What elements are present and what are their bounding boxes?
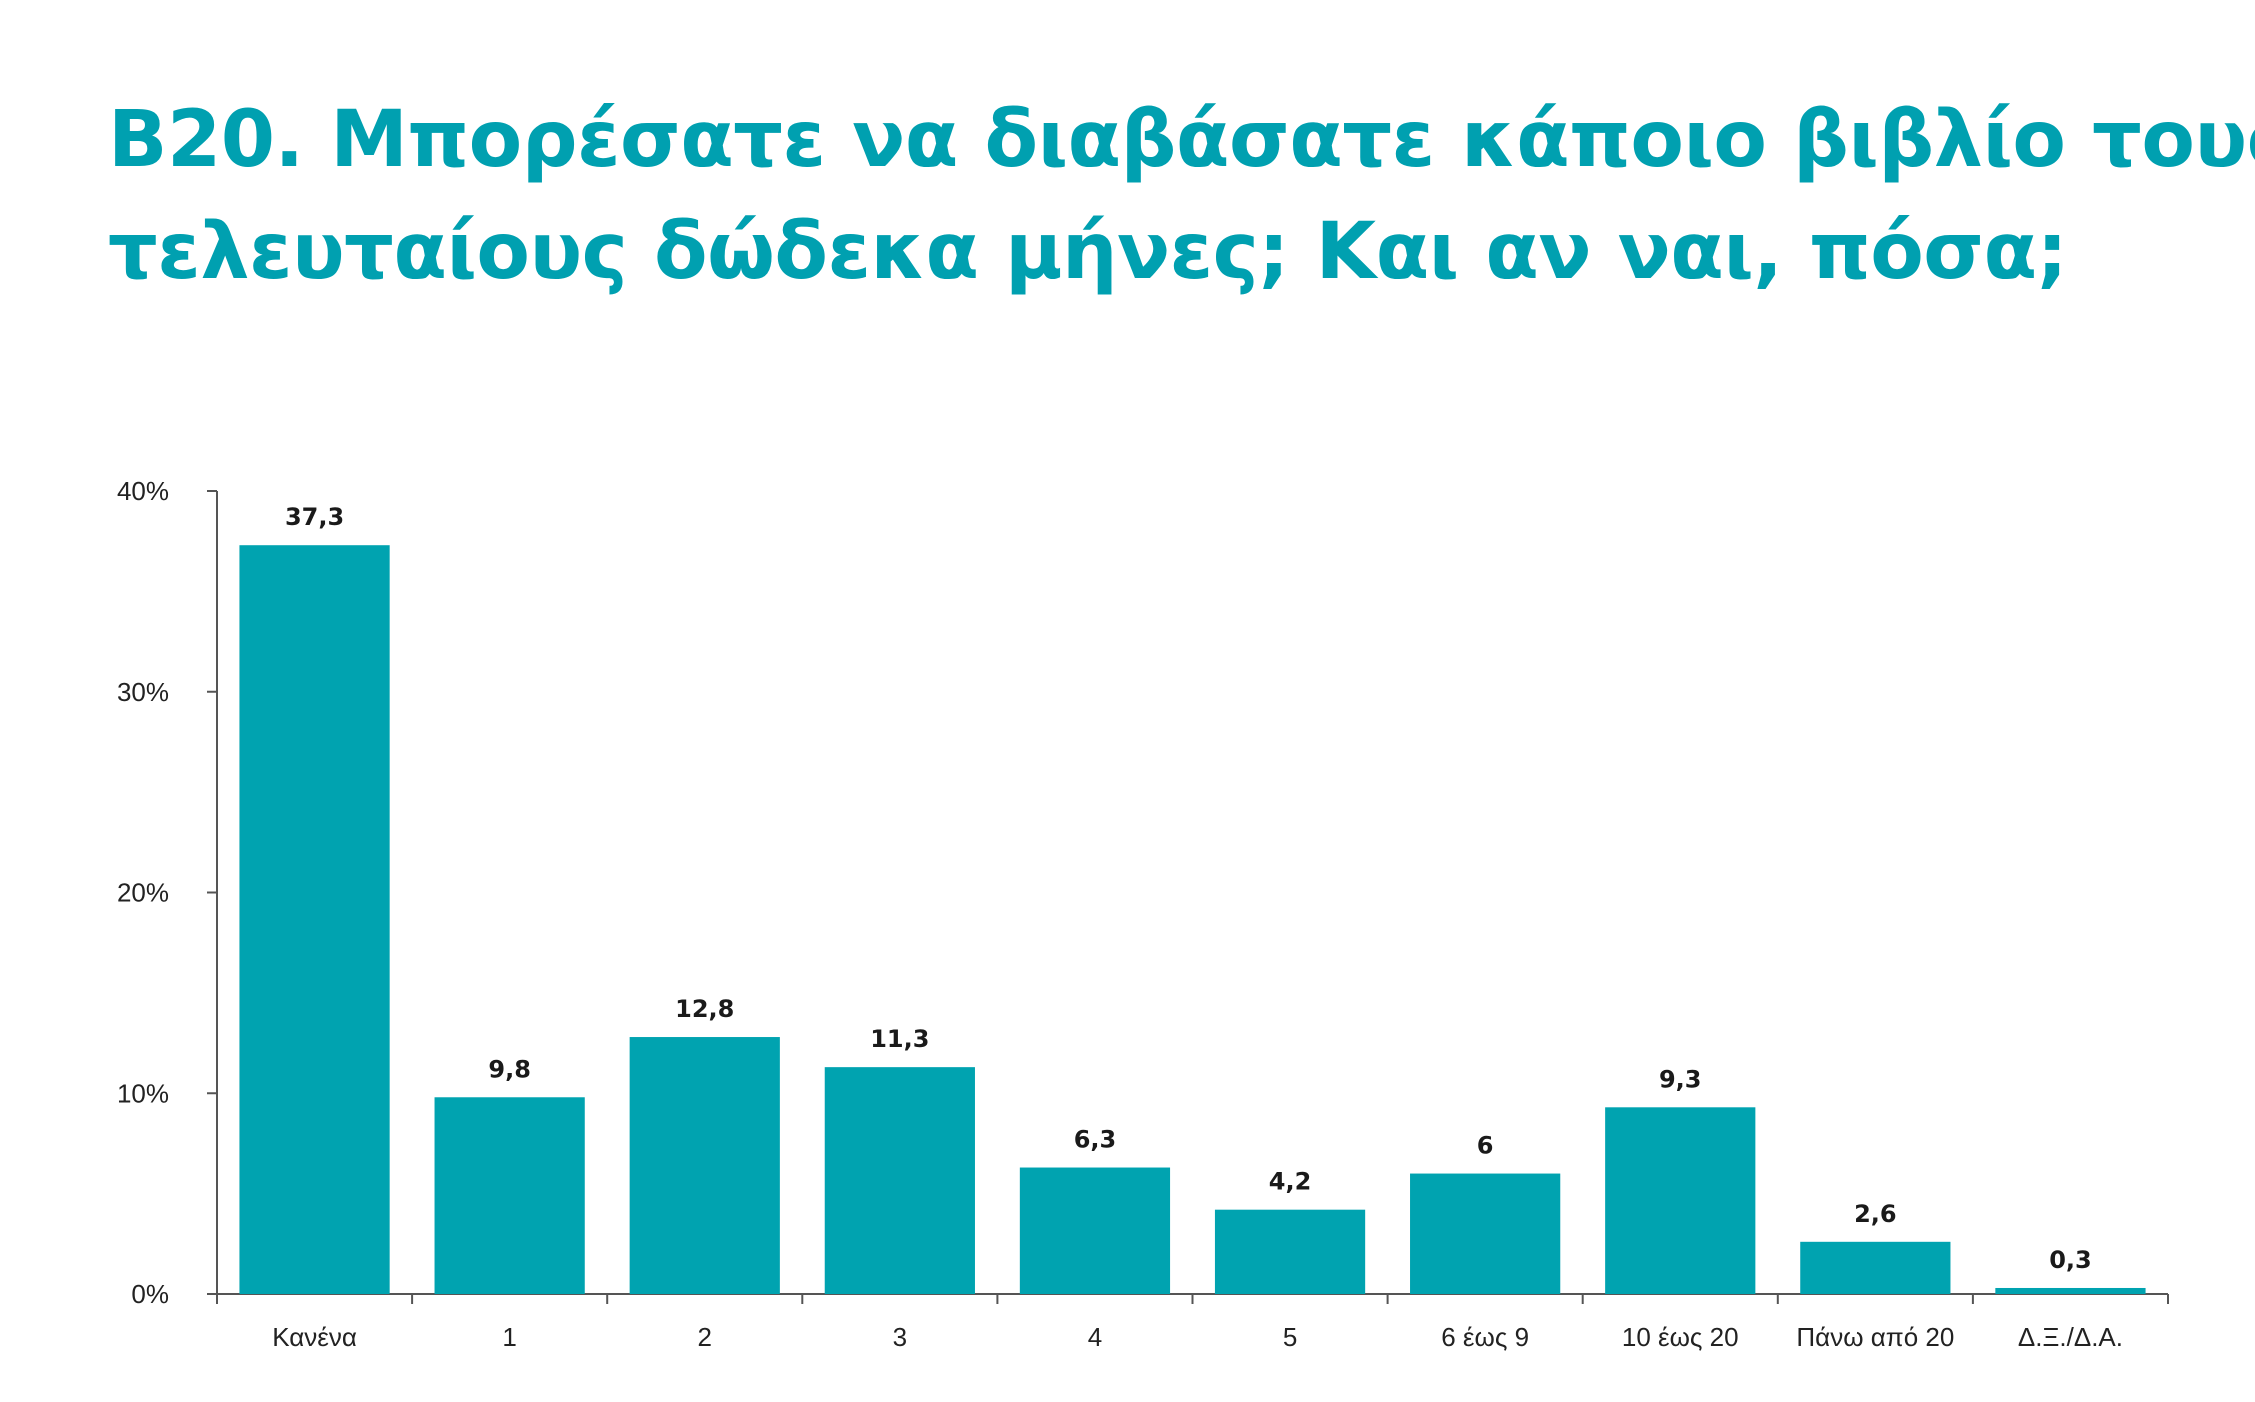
x-axis bbox=[216, 1293, 2169, 1304]
x-tick-label: 6 έως 9 bbox=[1441, 1322, 1529, 1352]
x-tick-label: Πάνω από 20 bbox=[1796, 1322, 1954, 1352]
bar-value-label: 37,3 bbox=[285, 503, 344, 531]
x-tick-label: 1 bbox=[502, 1322, 516, 1352]
bar-value-label: 12,8 bbox=[675, 995, 734, 1023]
bar-value-label: 0,3 bbox=[2049, 1246, 2092, 1274]
bar bbox=[239, 545, 390, 1294]
bar bbox=[434, 1097, 585, 1294]
bar bbox=[1995, 1287, 2146, 1294]
bar bbox=[824, 1067, 975, 1294]
bar-value-label: 9,3 bbox=[1659, 1065, 1702, 1093]
chart-title-line-2: τελευταίους δώδεκα μήνες; Και αν ναι, πό… bbox=[108, 207, 2068, 297]
bar bbox=[1214, 1209, 1366, 1294]
bars bbox=[239, 545, 2146, 1294]
bar-value-label: 9,8 bbox=[488, 1055, 531, 1083]
bar bbox=[629, 1037, 780, 1294]
x-tick-label: 10 έως 20 bbox=[1622, 1322, 1739, 1352]
x-tick-label: 5 bbox=[1283, 1322, 1297, 1352]
bar-value-label: 2,6 bbox=[1854, 1200, 1897, 1228]
bar-value-label: 6,3 bbox=[1074, 1126, 1117, 1154]
x-tick-label: Κανένα bbox=[272, 1322, 357, 1352]
bar bbox=[1019, 1167, 1171, 1294]
chart-title: B20. Μπορέσατε να διαβάσατε κάποιο βιβλί… bbox=[108, 84, 2255, 308]
bar bbox=[1410, 1173, 1561, 1294]
value-labels: 37,3 9,8 12,8 11,3 6,3 4,2 6 9,3 2,6 0,3 bbox=[285, 503, 2092, 1274]
y-tick-label: 40% bbox=[117, 476, 169, 506]
y-tick-label: 20% bbox=[117, 878, 169, 908]
x-tick-label: 4 bbox=[1088, 1322, 1102, 1352]
y-tick-label: 30% bbox=[117, 677, 169, 707]
bar-value-label: 4,2 bbox=[1269, 1168, 1312, 1196]
bar-value-label: 6 bbox=[1477, 1132, 1494, 1160]
category-labels: Κανένα 1 2 3 4 5 6 έως 9 10 έως 20 Πάνω από 20 Δ.… bbox=[272, 1322, 2123, 1352]
x-tick-label: Δ.Ξ./Δ.Α. bbox=[2018, 1322, 2123, 1352]
y-tick-label: 0% bbox=[131, 1279, 169, 1309]
y-tick-label: 10% bbox=[117, 1078, 169, 1108]
x-tick-label: 3 bbox=[893, 1322, 907, 1352]
chart-title-line-1: B20. Μπορέσατε να διαβάσατε κάποιο βιβλί… bbox=[108, 95, 2255, 185]
bar bbox=[1800, 1241, 1951, 1294]
y-axis: 0% 10% 20% 30% 40% bbox=[117, 476, 218, 1309]
bar bbox=[1605, 1107, 1756, 1294]
x-tick-label: 2 bbox=[698, 1322, 712, 1352]
bar-value-label: 11,3 bbox=[870, 1025, 929, 1053]
